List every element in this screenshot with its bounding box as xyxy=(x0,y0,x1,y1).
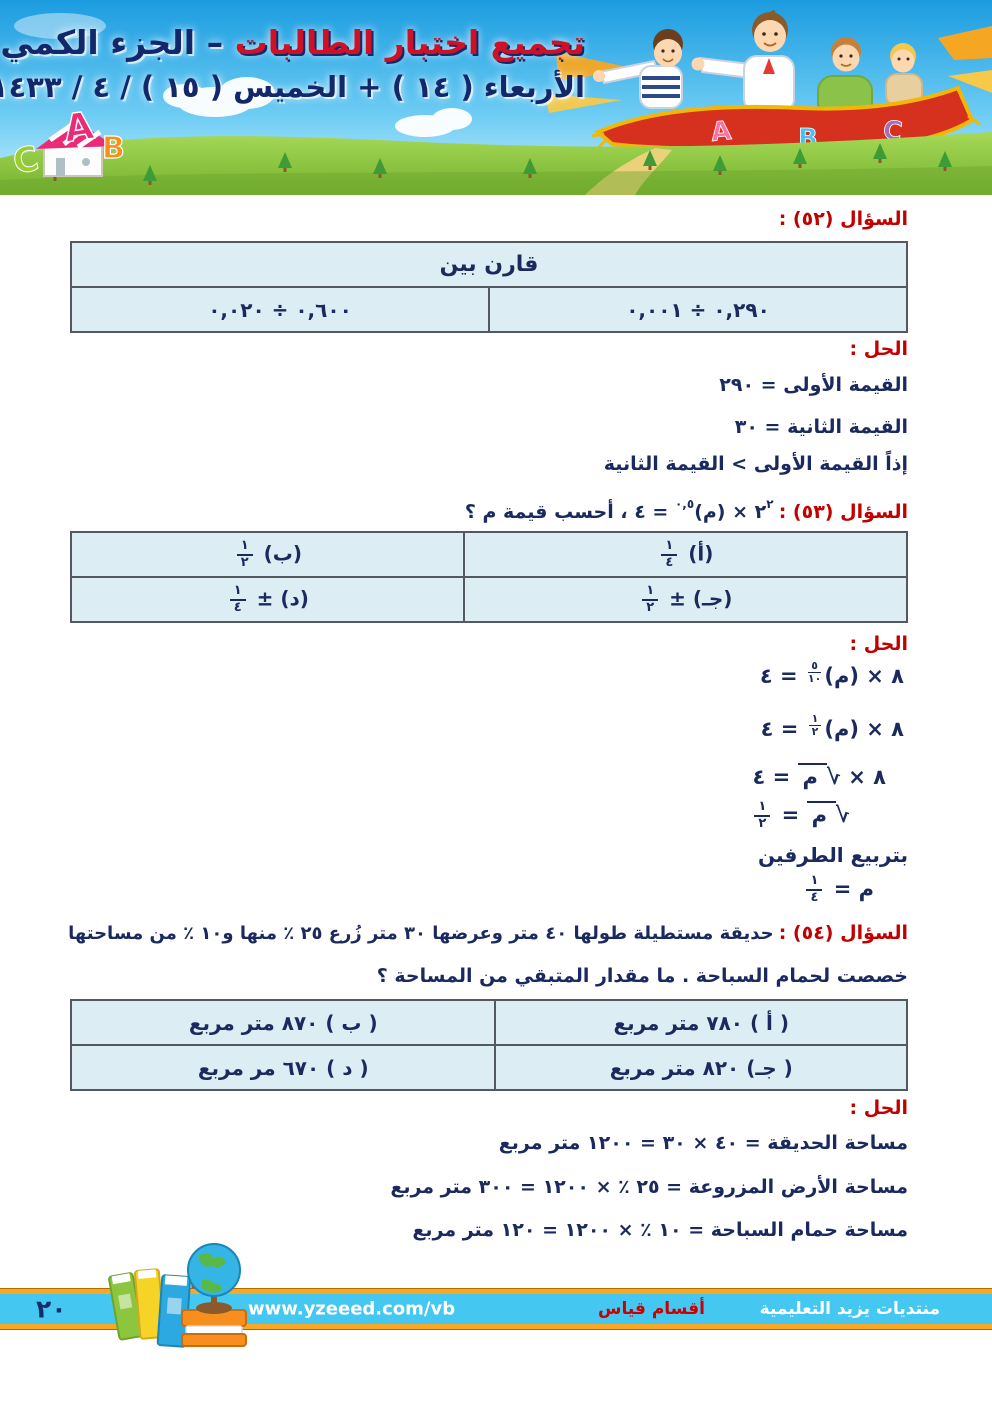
q52-cell-left: ٠,٦٠٠ ÷ ٠,٠٢٠ xyxy=(70,286,490,333)
header-banner: A B C xyxy=(0,0,992,195)
globe-icon xyxy=(181,1243,247,1347)
q54-label: السؤال (٥٤) : xyxy=(778,922,908,944)
carpet-letter-a: A xyxy=(710,116,733,148)
q52-solution-label: الحل : xyxy=(849,338,908,360)
q53-question-line: السؤال (٥٣) : ٢٢ × (م)٠,٥ = ٤ ، أحسب قيم… xyxy=(465,497,908,523)
q54-option-a: ( أ ) ٧٨٠ متر مربع xyxy=(494,999,908,1046)
header-title: تجميع اختبار الطالبات – الجزء الكمي الأر… xyxy=(0,22,585,106)
speed-lines xyxy=(545,26,992,113)
q52-label: السؤال (٥٢) : xyxy=(778,208,908,230)
footer-url: www.yzeeed.com/vb xyxy=(248,1298,456,1320)
q53-eq-1: ٨ × (م) ٥ ١٠ = ٤ xyxy=(759,659,904,688)
q52-table-header: قارن بين xyxy=(70,241,908,288)
q52-solution-line-2: القيمة الثانية = ٣٠ xyxy=(734,416,908,438)
q54-solution-line-3: مساحة حمام السباحة = ١٠ ٪ × ١٢٠٠ = ١٢٠ م… xyxy=(412,1219,908,1241)
header-title-line2: الأربعاء ( ١٤ ) + الخميس ( ١٥ ) / ٤ / ١٤… xyxy=(0,70,585,105)
radical-icon: √ xyxy=(835,802,850,827)
q54-options-table: ( أ ) ٧٨٠ متر مربع ( ب ) ٨٧٠ متر مربع ( … xyxy=(69,999,908,1091)
footer-section-label: أقسام قياس xyxy=(598,1299,705,1319)
q53-solution-label: الحل : xyxy=(849,633,908,655)
q54-solution-line-2: مساحة الأرض المزروعة = ٢٥ ٪ × ١٢٠٠ = ٣٠٠… xyxy=(390,1176,908,1198)
q53-eq-2: ٨ × (م) ١ ٢ = ٤ xyxy=(760,712,904,741)
header-illustration: A B C xyxy=(0,0,992,195)
cartoon-kids xyxy=(593,10,923,119)
q52-solution-line-1: القيمة الأولى = ٢٩٠ xyxy=(719,374,908,396)
radicand: م xyxy=(806,800,836,827)
books-and-globe-icon xyxy=(108,1243,247,1348)
books-icon xyxy=(108,1268,192,1348)
q54-question-line2: خصصت لحمام السباحة . ما مقدار المتبقي من… xyxy=(376,965,908,987)
page-number: ٢٠ xyxy=(36,1294,67,1324)
header-title-red: تجميع اختبار الطالبات xyxy=(234,23,585,62)
header-title-dash: – xyxy=(206,23,224,62)
abc-house: C A B xyxy=(9,102,125,183)
footer-site-name: منتديات يزيد التعليمية xyxy=(759,1299,940,1319)
q53-squaring-note: بتربيع الطرفين xyxy=(758,843,908,867)
header-title-navy: الجزء الكمي xyxy=(0,23,196,62)
q53-m-exp: ٠,٥ xyxy=(674,497,695,511)
q52-table: قارن بين ٠,٢٩٠ ÷ ٠,٠٠١ ٠,٦٠٠ ÷ ٠,٠٢٠ xyxy=(70,241,908,333)
house-letter-b: B xyxy=(102,131,125,166)
q54-text-1: حديقة مستطيلة طولها ٤٠ متر وعرضها ٣٠ متر… xyxy=(68,923,774,944)
q52-solution-line-3: إذاً القيمة الأولى > القيمة الثانية xyxy=(603,453,908,475)
q53-eq-3: ٨ × √م = ٤ xyxy=(752,763,886,789)
q53-label: السؤال (٥٣) : xyxy=(778,501,908,523)
radical-icon: √ xyxy=(826,765,841,789)
q54-option-c: ( جـ) ٨٢٠ متر مربع xyxy=(494,1044,908,1091)
q53-math: ٢٢ × (م)٠,٥ = ٤ ، أحسب قيمة م ؟ xyxy=(464,497,774,523)
q53-exp: ٢ xyxy=(766,497,774,511)
radicand: م xyxy=(797,763,827,789)
q54-option-d: ( د ) ٦٧٠ مر مربع xyxy=(69,1044,497,1091)
q54-solution-line-1: مساحة الحديقة = ٤٠ × ٣٠ = ١٢٠٠ متر مربع xyxy=(498,1132,908,1154)
q52-cell-right: ٠,٢٩٠ ÷ ٠,٠٠١ xyxy=(488,286,908,333)
header-title-line1: تجميع اختبار الطالبات – الجزء الكمي xyxy=(0,22,585,63)
q54-option-b: ( ب ) ٨٧٠ متر مربع xyxy=(69,999,497,1046)
q54-question-line1: السؤال (٥٤) : حديقة مستطيلة طولها ٤٠ متر… xyxy=(68,922,908,944)
exponent-fraction: ٥ ١٠ xyxy=(807,659,822,686)
q54-solution-label: الحل : xyxy=(849,1097,908,1119)
